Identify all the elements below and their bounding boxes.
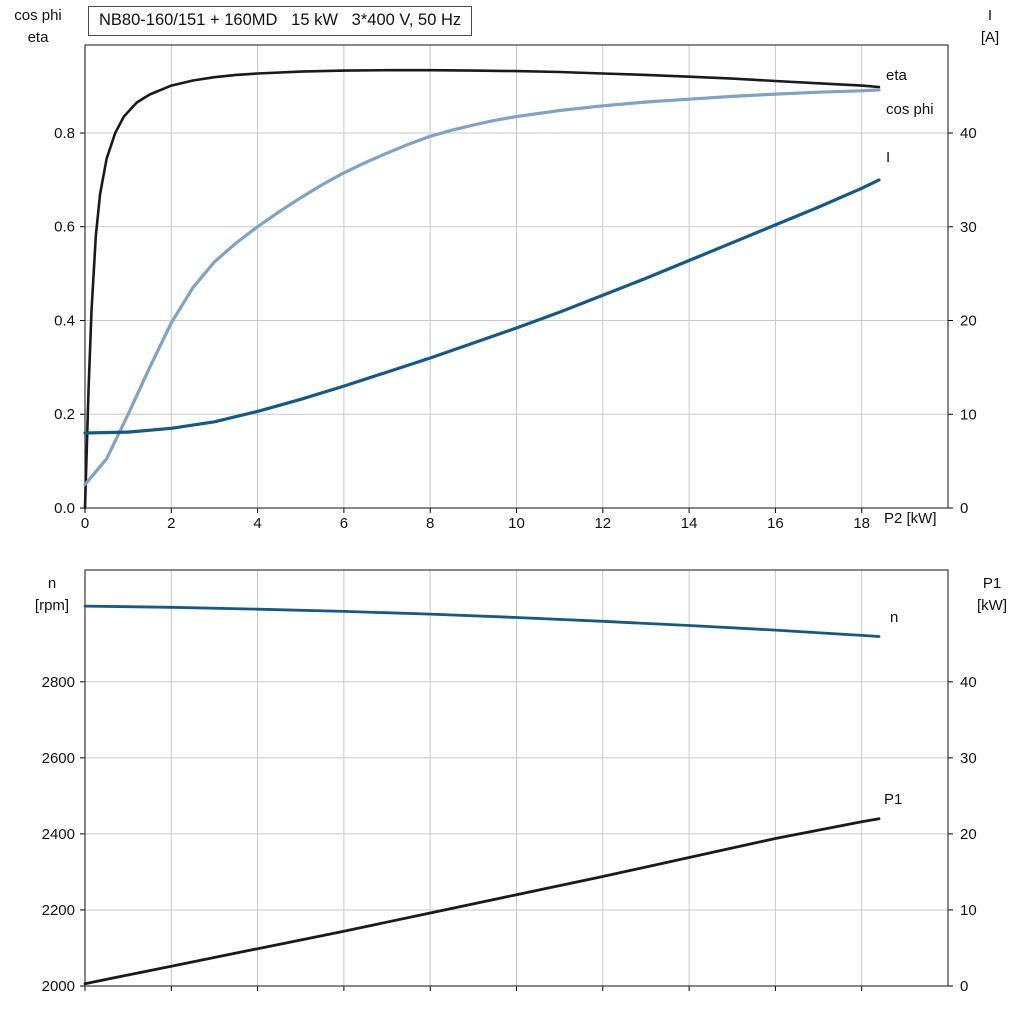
left-tick-label: 0.4 <box>54 312 75 329</box>
x-tick-label: 2 <box>167 515 175 532</box>
left-tick-label: 0.6 <box>54 219 75 236</box>
left-tick-label: 0.0 <box>54 500 75 517</box>
curve-label-cos-phi: cos phi <box>886 101 934 118</box>
curve-eta <box>83 68 881 510</box>
pump-title: NB80-160/151 + 160MD 15 kW 3*400 V, 50 H… <box>88 6 473 36</box>
left-tick-label: 2200 <box>42 902 75 919</box>
right-tick-label: 10 <box>960 902 977 919</box>
left-tick-label: 2000 <box>42 978 75 995</box>
curve-I <box>83 178 881 435</box>
left-axis-title: [rpm] <box>35 597 69 614</box>
plot-frame <box>84 44 949 509</box>
x-tick-label: 16 <box>767 515 784 532</box>
right-axis-title: I <box>988 7 992 24</box>
right-tick-label: 0 <box>960 500 968 517</box>
left-axis-title: cos phi <box>14 7 62 24</box>
curve-label-eta: eta <box>886 67 908 84</box>
left-tick-label: 2400 <box>42 826 75 843</box>
right-tick-label: 40 <box>960 674 977 691</box>
right-tick-label: 20 <box>960 826 977 843</box>
x-tick-label: 0 <box>81 515 89 532</box>
x-axis-title: P2 [kW] <box>884 510 937 527</box>
left-axis-title: n <box>48 575 56 592</box>
x-tick-label: 8 <box>426 515 434 532</box>
curve-P1 <box>83 817 881 986</box>
right-tick-label: 30 <box>960 750 977 767</box>
left-tick-label: 2600 <box>42 750 75 767</box>
right-tick-label: 30 <box>960 219 977 236</box>
right-tick-label: 40 <box>960 125 977 142</box>
curve-label-I: I <box>886 149 890 166</box>
right-axis-title: [A] <box>981 29 999 46</box>
right-tick-label: 10 <box>960 406 977 423</box>
right-tick-label: 20 <box>960 313 977 330</box>
right-tick-label: 0 <box>960 978 968 995</box>
curve-label-P1: P1 <box>884 791 902 808</box>
x-tick-label: 6 <box>340 515 348 532</box>
x-tick-label: 12 <box>594 515 611 532</box>
x-tick-label: 18 <box>853 515 870 532</box>
x-tick-label: 4 <box>253 515 261 532</box>
right-axis-title: P1 <box>983 575 1001 592</box>
curve-cos-phi <box>83 88 881 487</box>
right-axis-title: [kW] <box>977 597 1007 614</box>
x-tick-label: 14 <box>681 515 698 532</box>
curve-n <box>83 604 881 638</box>
x-tick-label: 10 <box>508 515 525 532</box>
curve-label-n: n <box>890 609 898 626</box>
left-axis-title: eta <box>28 29 50 46</box>
left-tick-label: 0.8 <box>54 125 75 142</box>
left-tick-label: 0.2 <box>54 406 75 423</box>
plot-frame <box>84 569 949 987</box>
left-tick-label: 2800 <box>42 674 75 691</box>
